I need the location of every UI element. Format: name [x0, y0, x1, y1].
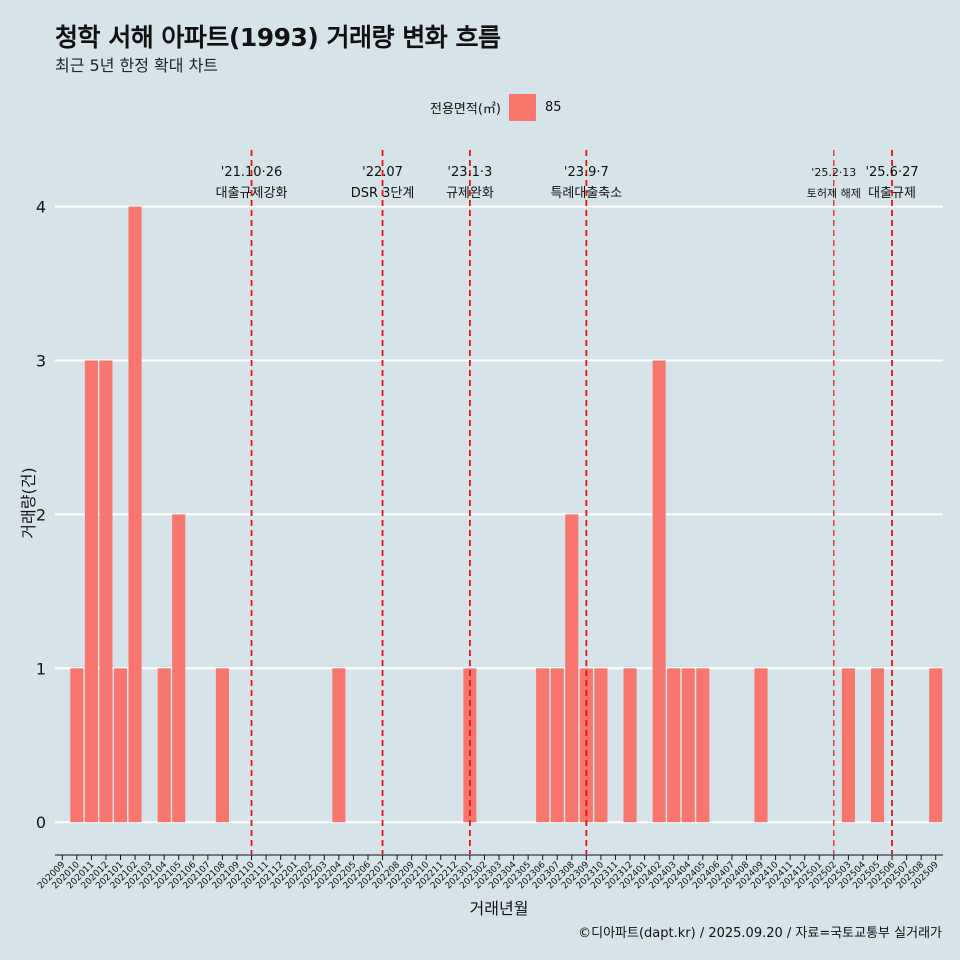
chart-title: 청학 서해 아파트(1993) 거래량 변화 흐름: [55, 23, 501, 52]
bar-202404: [681, 668, 695, 823]
bar-202405: [696, 668, 710, 823]
bar-202306: [536, 668, 550, 823]
event-label: 대출규제강화: [216, 186, 288, 201]
bar-202204: [332, 668, 346, 823]
event-label: 토허제 해제: [807, 186, 861, 200]
y-tick-label: 4: [36, 198, 46, 217]
event-date: '25.6·27: [865, 165, 918, 180]
event-date: '25.2·13: [811, 166, 856, 179]
y-tick-label: 1: [36, 659, 46, 678]
legend-label-85: 85: [544, 99, 562, 115]
bar-202010: [70, 668, 84, 823]
bar-202104: [157, 668, 171, 823]
event-date: '21.10·26: [221, 165, 282, 180]
event-label: 대출규제: [868, 186, 916, 201]
bar-202307: [550, 668, 564, 823]
event-date: '23.1·3: [447, 165, 492, 180]
event-label: 규제완화: [446, 186, 494, 201]
chart-subtitle: 최근 5년 한정 확대 차트: [55, 56, 219, 75]
bar-202403: [667, 668, 681, 823]
y-axis-title: 거래량(건): [19, 467, 38, 538]
y-tick-label: 2: [36, 505, 46, 524]
source-caption: ©디아파트(dapt.kr) / 2025.09.20 / 자료=국토교통부 실…: [578, 926, 942, 941]
bar-202102: [128, 206, 142, 823]
legend: 전용면적(㎡) 85: [430, 93, 562, 121]
y-tick-label: 3: [36, 351, 46, 370]
bar-202011: [84, 360, 98, 823]
bar-202509: [929, 668, 943, 823]
legend-swatch-85: [508, 93, 536, 121]
bar-202505: [870, 668, 885, 823]
bar-202108: [215, 668, 229, 823]
x-axis-title: 거래년월: [470, 899, 529, 918]
bar-202012: [99, 360, 113, 823]
y-tick-label: 0: [36, 813, 46, 832]
bar-202310: [594, 668, 608, 823]
event-label: 특례대출축소: [550, 186, 622, 201]
bar-202409: [754, 668, 768, 823]
bar-202308: [565, 514, 579, 823]
bar-202105: [172, 514, 186, 823]
bar-202312: [623, 668, 637, 823]
event-date: '22.07: [362, 165, 403, 180]
event-label: DSR 3단계: [351, 186, 415, 201]
legend-title: 전용면적(㎡): [430, 101, 501, 117]
bar-202101: [113, 668, 128, 823]
event-date: '23.9·7: [564, 165, 609, 180]
bar-202402: [652, 360, 666, 823]
bar-202503: [841, 668, 855, 823]
